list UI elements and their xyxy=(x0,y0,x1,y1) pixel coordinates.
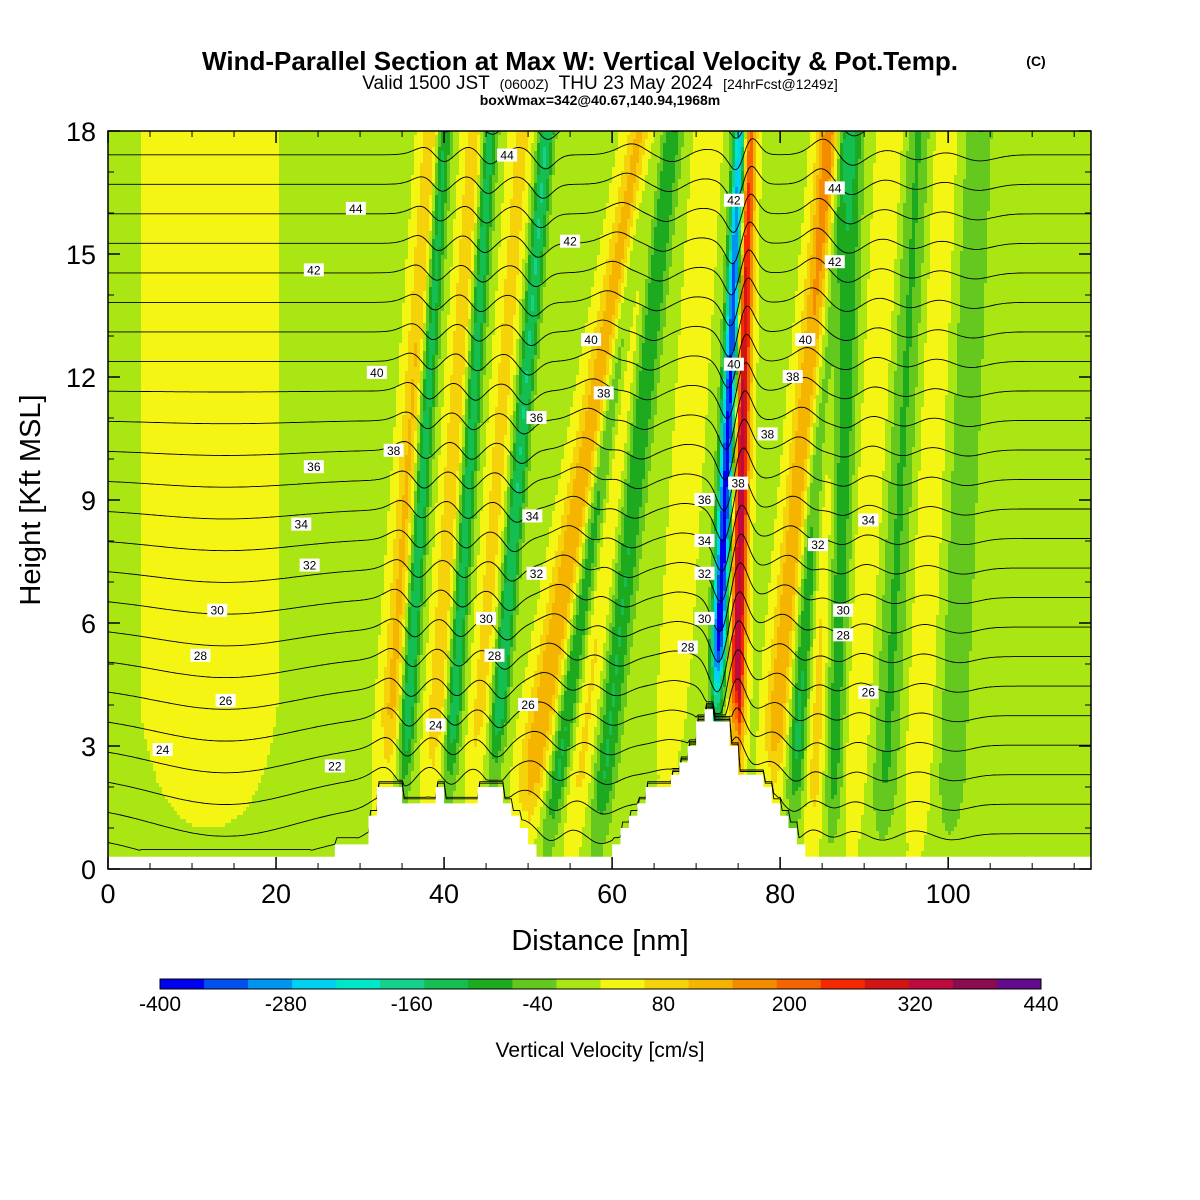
chart-title: Wind-Parallel Section at Max W: Vertical… xyxy=(202,46,958,76)
valid-utc: (0600Z) xyxy=(500,76,549,92)
velocity-field xyxy=(108,131,1093,872)
forecast-info: [24hrFcst@1249z] xyxy=(723,76,838,92)
valid-time: Valid 1500 JST xyxy=(362,73,490,94)
copyright-mark: (C) xyxy=(1026,53,1045,69)
box-wmax-info: boxWmax=342@40.67,140.94,1968m xyxy=(480,92,721,108)
plot-area: 2422262830323436384042442426283032343638… xyxy=(108,80,1093,871)
chart-subtitle: Valid 1500 JST (0600Z) THU 23 May 2024 [… xyxy=(362,73,837,94)
vertical-velocity-cross-section: Wind-Parallel Section at Max W: Vertical… xyxy=(0,0,1200,1200)
valid-date: THU 23 May 2024 xyxy=(559,73,714,94)
